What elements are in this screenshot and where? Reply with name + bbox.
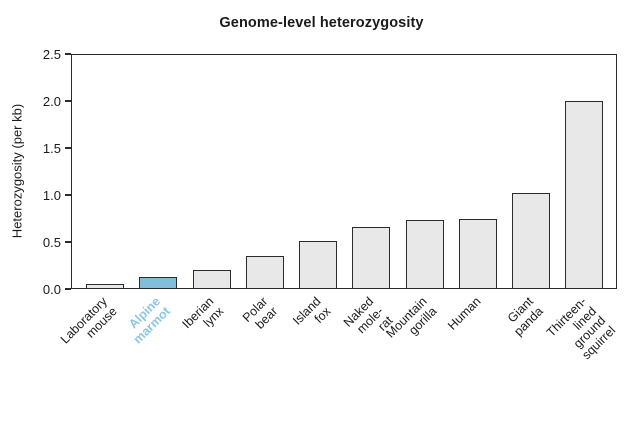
bar-naked-mole-rat xyxy=(352,226,391,289)
bar-alpine-marmot xyxy=(139,276,178,289)
y-tick-mark-1.5 xyxy=(65,147,71,149)
x-label-iberian-lynx: Iberian lynx xyxy=(179,294,227,332)
bar-iberian-lynx xyxy=(192,270,231,289)
y-tick-label-1.5: 1.5 xyxy=(42,140,61,156)
y-tick-mark-1.0 xyxy=(65,194,71,196)
x-label-laboratory-mouse: Laboratory mouse xyxy=(58,294,120,347)
bar-mountain-gorilla xyxy=(405,220,444,289)
bar-laboratory-mouse xyxy=(86,284,124,289)
x-label-mountain-gorilla: Mountain gorilla xyxy=(383,294,440,341)
x-label-island-fox: Island fox xyxy=(289,294,333,328)
x-label-alpine-marmot: Alpine marmot xyxy=(126,294,173,347)
bar-thirteen-lined-ground-squirrel xyxy=(565,101,604,289)
y-tick-label-2.0: 2.0 xyxy=(42,93,61,109)
y-tick-label-2.5: 2.5 xyxy=(42,46,61,62)
x-label-polar-bear: Polar bear xyxy=(239,294,280,332)
bar-island-fox xyxy=(299,241,338,289)
y-tick-mark-2.0 xyxy=(65,100,71,102)
x-label-human: Human xyxy=(444,294,484,333)
y-tick-mark-2.5 xyxy=(65,53,71,55)
x-label-naked-mole-rat: Naked mole-rat xyxy=(341,294,396,336)
y-tick-mark-0.5 xyxy=(65,241,71,243)
x-label-giant-panda: Giant panda xyxy=(505,294,546,339)
x-label-thirteen-lined-ground-squirrel: Thirteen-lined ground squirrel xyxy=(544,294,619,362)
y-tick-label-0.0: 0.0 xyxy=(42,281,61,297)
chart-title: Genome-level heterozygosity xyxy=(219,15,424,31)
y-tick-label-0.5: 0.5 xyxy=(42,234,61,250)
y-tick-label-1.0: 1.0 xyxy=(42,187,61,203)
y-axis-label: Heterozygosity (per kb) xyxy=(9,103,25,239)
bar-human xyxy=(458,219,497,289)
bar-giant-panda xyxy=(512,193,551,289)
y-tick-mark-0.0 xyxy=(65,288,71,290)
bar-polar-bear xyxy=(245,256,284,289)
